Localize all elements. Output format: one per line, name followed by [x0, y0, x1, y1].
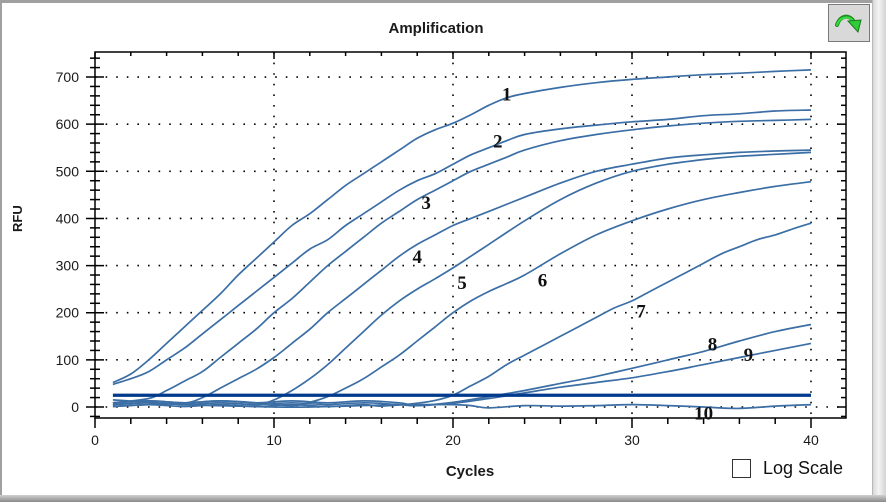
x-tick-label: 0 — [91, 432, 99, 448]
y-tick-label: 700 — [56, 69, 80, 85]
curve-2 — [112, 109, 812, 386]
curve-label-1: 1 — [502, 85, 512, 106]
y-tick-label: 500 — [56, 163, 80, 179]
x-tick-label: 10 — [266, 432, 282, 448]
chart-title: Amplification — [388, 20, 484, 37]
y-tick-label: 200 — [56, 305, 80, 321]
window-bottom-edge — [0, 495, 886, 502]
plot-frame — [94, 51, 847, 419]
green-curved-arrow-icon — [835, 14, 862, 34]
y-tick-label: 300 — [56, 258, 80, 274]
y-tick-label: 600 — [56, 116, 80, 132]
curve-label-7: 7 — [636, 301, 646, 322]
curve-label-3: 3 — [421, 193, 431, 214]
curve-3 — [112, 118, 812, 404]
y-tick-label: 400 — [56, 210, 80, 226]
export-button[interactable] — [828, 4, 870, 42]
x-tick-label: 40 — [803, 432, 819, 448]
curve-8 — [112, 323, 812, 407]
curve-label-5: 5 — [457, 273, 467, 294]
x-tick-label: 30 — [624, 432, 640, 448]
y-tick-label: 100 — [56, 352, 80, 368]
log-scale-toggle[interactable]: Log Scale — [732, 458, 843, 479]
x-tick-label: 20 — [445, 432, 461, 448]
curve-label-10: 10 — [694, 404, 713, 425]
x-axis-label: Cycles — [445, 463, 495, 480]
curve-9 — [112, 342, 812, 407]
curve-7 — [112, 222, 812, 408]
curve-label-8: 8 — [708, 334, 718, 355]
curve-1 — [112, 69, 812, 384]
curve-label-6: 6 — [538, 271, 548, 292]
series-layer — [112, 69, 812, 410]
log-scale-checkbox[interactable] — [732, 459, 751, 478]
y-tick-label: 0 — [71, 399, 79, 415]
label-layer: 1 2 3 4 5 6 7 8 9 10 — [412, 85, 753, 425]
curve-label-9: 9 — [744, 345, 754, 366]
grid-layer — [95, 52, 846, 418]
axis-layer: 0 100 200 300 400 500 600 700 0 10 20 30 40 — [56, 51, 847, 448]
curve-10 — [112, 399, 812, 410]
log-scale-label: Log Scale — [763, 458, 844, 478]
curve-label-4: 4 — [412, 247, 422, 268]
curve-4 — [112, 149, 812, 408]
amplification-window — [0, 0, 872, 495]
window-scrollbar-edge — [872, 0, 886, 502]
curve-label-2: 2 — [493, 132, 503, 153]
